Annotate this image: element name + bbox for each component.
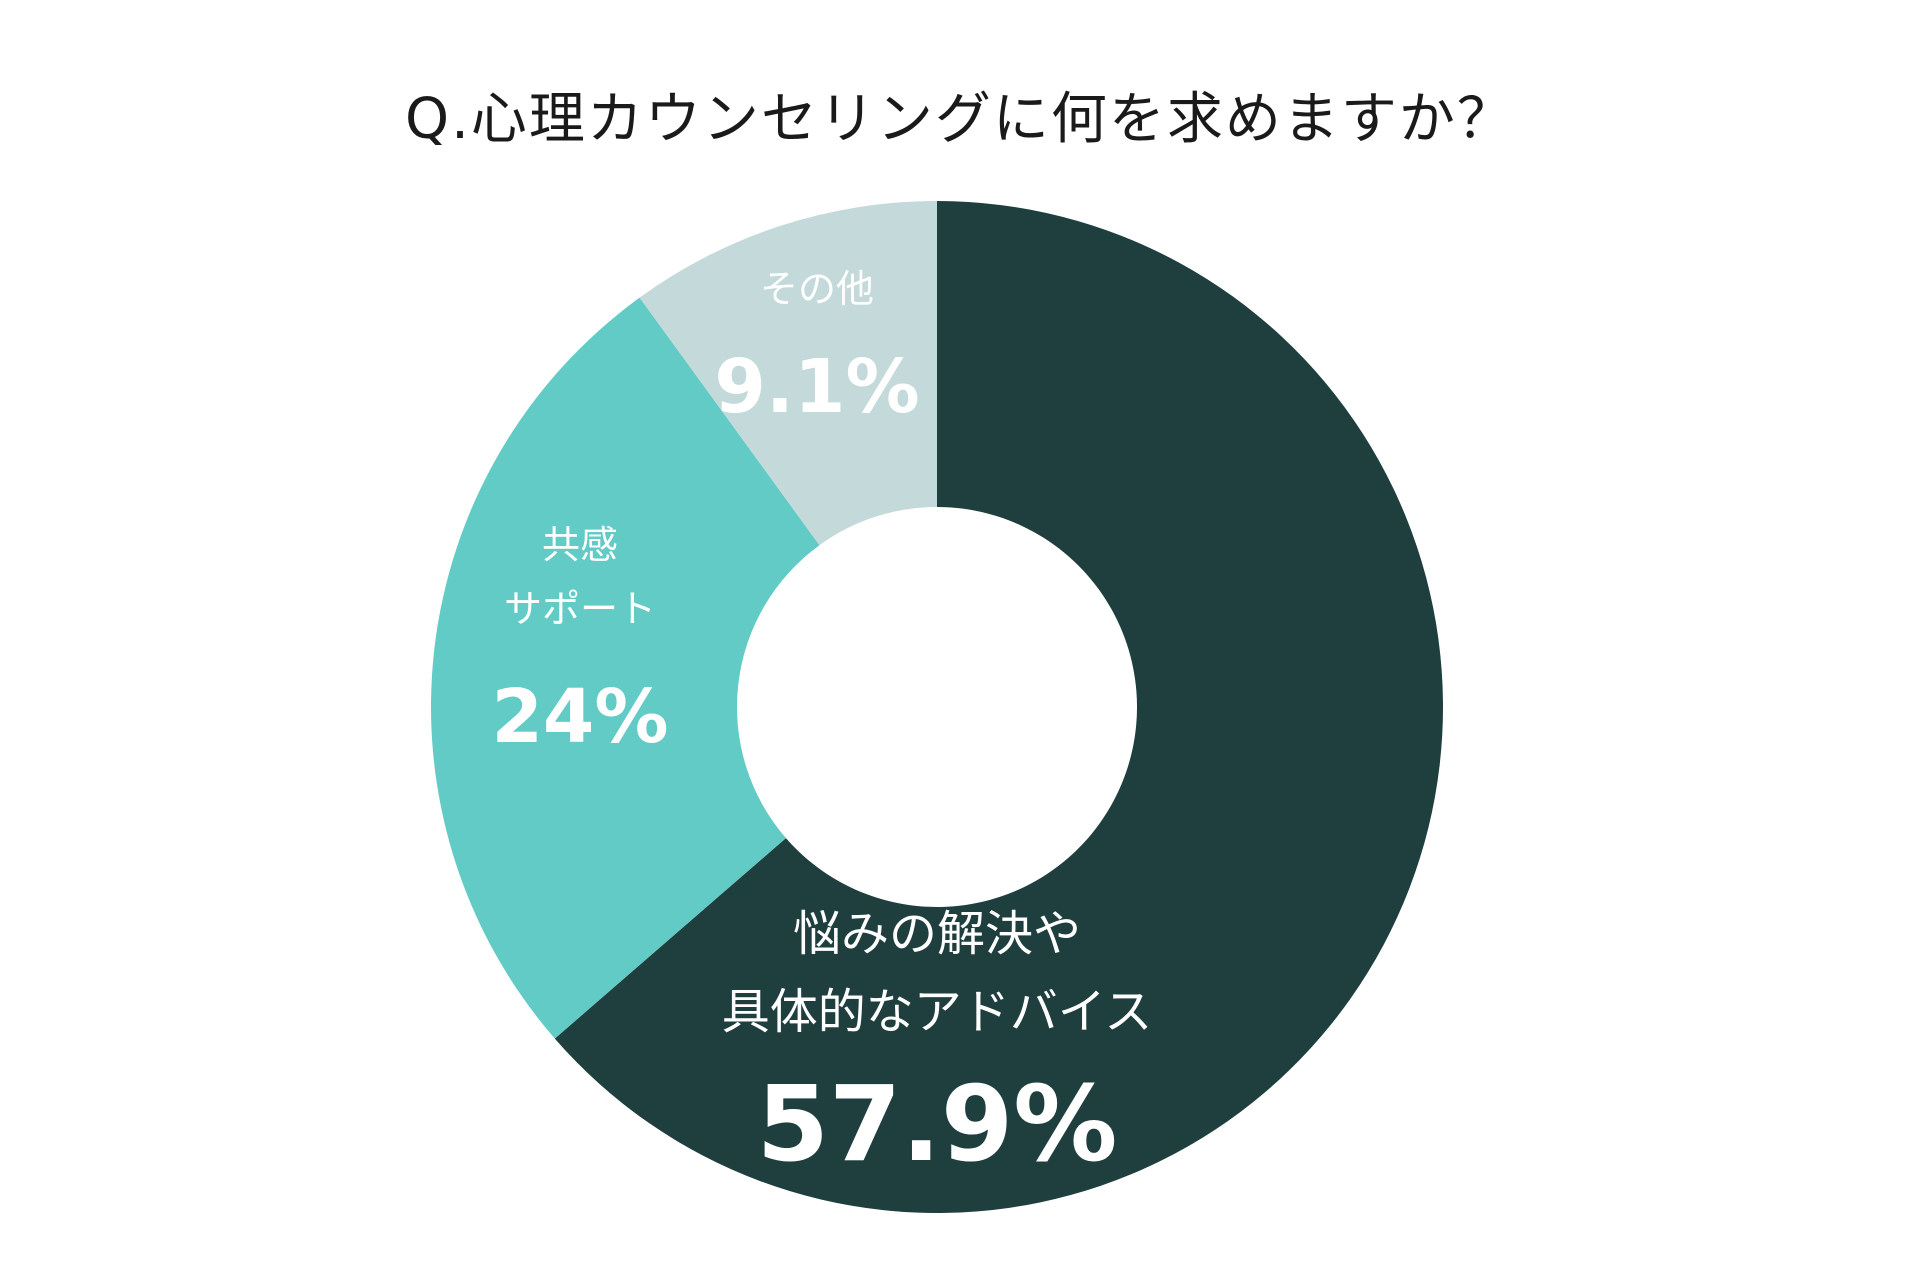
slice-label-1-line-0: 共感 [542, 523, 618, 567]
chart-title: Q.心理カウンセリングに何を求めますか？ [405, 87, 1515, 152]
donut-slice-1 [431, 297, 820, 1039]
slice-label-1-line-1: サポート [504, 587, 656, 631]
slice-label-2-line-0: その他 [760, 267, 874, 311]
slice-label-0-line-0: 悩みの解決や [793, 906, 1081, 962]
donut-slice-2 [639, 201, 937, 546]
donut-slices [431, 201, 1443, 1213]
slice-label-0-line-1: 具体的なアドバイス [722, 984, 1153, 1040]
slice-value-0: 57.9% [757, 1063, 1118, 1185]
slice-value-2: 9.1% [714, 344, 919, 430]
donut-slice-0 [554, 201, 1443, 1213]
slice-value-1: 24% [491, 674, 668, 760]
